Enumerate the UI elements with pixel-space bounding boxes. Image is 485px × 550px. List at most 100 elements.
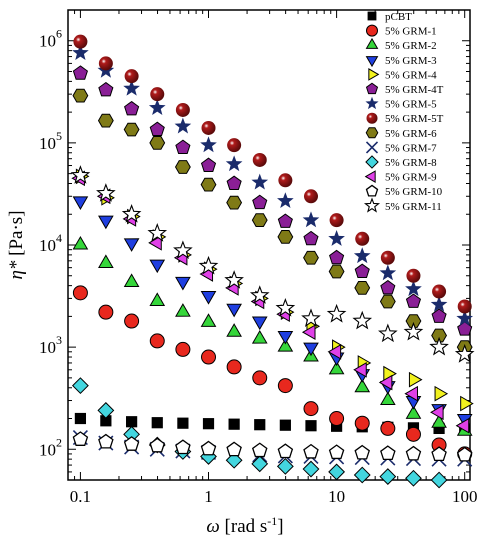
point-marker xyxy=(329,411,345,427)
legend-marker-shape xyxy=(368,68,380,81)
point-marker xyxy=(149,121,165,137)
data-point xyxy=(277,330,294,345)
data-point xyxy=(380,279,396,295)
data-point xyxy=(457,299,472,314)
data-point xyxy=(378,323,398,343)
data-point xyxy=(149,292,166,306)
data-point xyxy=(72,44,89,60)
y-tick-label: 102 xyxy=(39,435,62,459)
point-marker xyxy=(200,177,217,192)
data-point xyxy=(121,203,142,223)
data-point xyxy=(174,160,191,174)
data-point xyxy=(228,418,240,430)
point-marker xyxy=(175,303,191,317)
point-marker xyxy=(355,231,370,246)
point-marker xyxy=(431,308,447,323)
data-point xyxy=(454,344,475,363)
point-marker xyxy=(251,173,269,190)
point-marker xyxy=(252,152,267,167)
data-point xyxy=(277,230,294,244)
series-layer xyxy=(70,34,475,489)
point-marker xyxy=(276,457,294,475)
legend-label: 5% GRM-8 xyxy=(385,157,437,169)
data-point xyxy=(175,303,191,317)
data-point xyxy=(303,250,319,265)
data-point xyxy=(329,249,345,265)
legend-marker-shape xyxy=(367,11,377,21)
data-point xyxy=(254,419,266,431)
data-point xyxy=(408,371,423,388)
data-point xyxy=(380,391,396,406)
data-point xyxy=(200,313,217,327)
point-marker xyxy=(198,255,219,275)
point-marker xyxy=(97,402,115,419)
data-point xyxy=(200,440,217,456)
point-marker xyxy=(174,117,192,134)
data-point xyxy=(148,99,166,115)
legend-label: 5% GRM-2 xyxy=(385,40,437,52)
data-point xyxy=(303,189,318,204)
point-marker xyxy=(278,173,293,188)
data-point xyxy=(431,446,447,462)
data-point xyxy=(100,415,112,427)
x-tick-label: 100 xyxy=(452,487,478,506)
data-point xyxy=(434,385,449,402)
point-marker xyxy=(175,139,191,154)
data-point xyxy=(251,316,268,331)
data-point xyxy=(405,293,422,308)
data-point xyxy=(456,309,474,326)
point-marker xyxy=(405,280,422,297)
point-marker xyxy=(303,401,319,417)
point-marker xyxy=(277,330,294,345)
point-marker xyxy=(303,189,318,204)
legend-marker-shape xyxy=(365,37,379,49)
data-point xyxy=(73,34,88,49)
point-marker xyxy=(380,279,396,295)
data-point xyxy=(301,324,316,341)
series-6 xyxy=(72,44,474,326)
data-point xyxy=(72,235,89,250)
point-marker xyxy=(353,466,371,484)
legend: pCBT 5% GRM-1 5% GRM-2 5% GRM-3 5% GRM-4 5% G… xyxy=(363,11,444,213)
data-point xyxy=(72,377,89,395)
point-marker xyxy=(275,297,296,317)
point-marker xyxy=(224,270,244,289)
data-point xyxy=(175,276,191,291)
point-marker xyxy=(303,250,319,265)
legend-marker xyxy=(365,184,379,197)
legend-marker xyxy=(363,197,381,213)
data-point xyxy=(198,255,219,275)
data-point xyxy=(227,138,242,153)
data-point xyxy=(151,417,163,429)
data-point xyxy=(433,422,445,435)
data-point xyxy=(149,121,165,137)
point-marker xyxy=(328,444,345,460)
point-marker xyxy=(329,213,344,228)
data-point xyxy=(251,455,269,473)
data-point xyxy=(430,296,448,312)
data-point xyxy=(149,333,165,349)
data-point xyxy=(123,122,140,137)
point-marker xyxy=(121,203,142,223)
point-marker xyxy=(252,370,268,386)
legend-marker xyxy=(365,155,379,169)
point-marker xyxy=(249,285,270,304)
point-marker xyxy=(354,378,371,393)
point-marker xyxy=(98,81,114,97)
point-marker xyxy=(124,100,140,116)
data-point xyxy=(200,177,217,192)
legend-marker xyxy=(368,68,380,81)
point-marker xyxy=(123,79,140,96)
data-point xyxy=(277,443,294,459)
point-marker xyxy=(433,422,445,435)
data-point xyxy=(226,359,242,375)
data-point xyxy=(149,135,166,150)
data-point xyxy=(123,436,140,451)
point-marker xyxy=(100,415,112,427)
point-marker xyxy=(277,338,294,352)
point-marker xyxy=(354,263,370,278)
data-point xyxy=(405,280,422,297)
legend-marker-shape xyxy=(365,96,379,110)
point-marker xyxy=(200,157,217,172)
legend-marker xyxy=(365,96,379,110)
